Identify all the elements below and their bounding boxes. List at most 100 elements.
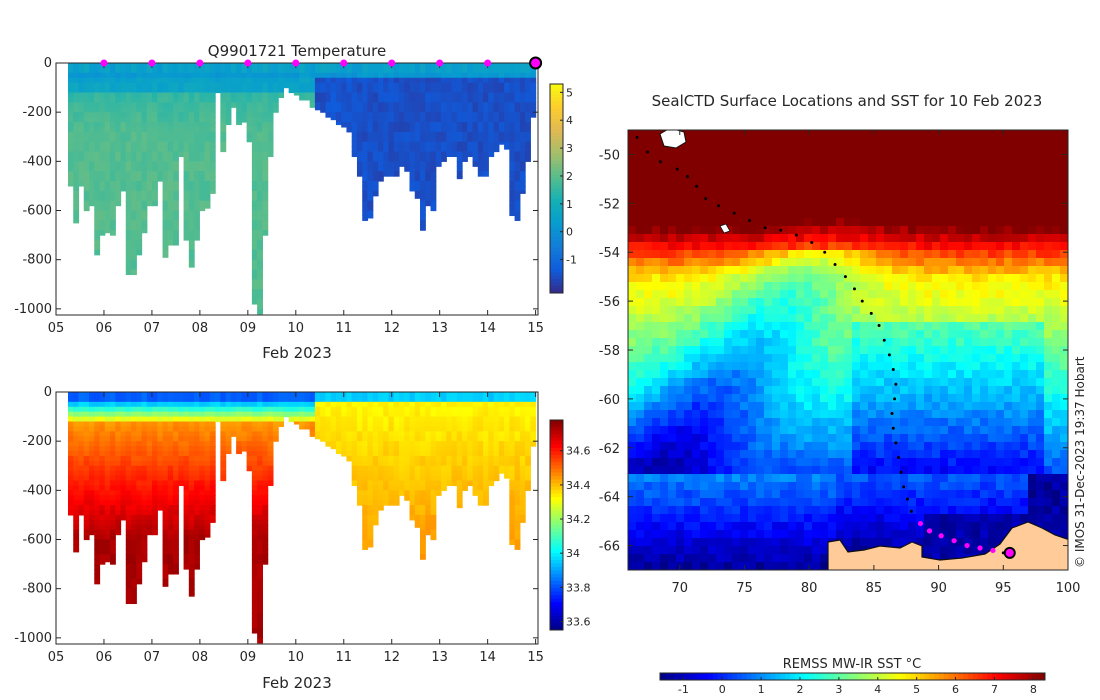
salinity-cell [89,460,95,467]
temperature-cell [525,63,531,69]
temperature-cell [372,102,379,108]
salinity-cell [110,519,116,526]
salinity-cell [67,401,74,408]
temperature-cell [414,77,421,84]
salinity-cell [472,465,479,472]
temperature-cell [220,122,227,128]
temperature-cell [267,97,274,103]
temperature-cell [441,112,447,118]
temperature-cell [178,131,185,138]
salinity-cell [99,539,106,546]
salinity-cell [393,495,400,501]
salinity-cell [372,431,379,437]
temperature-cell [372,72,379,79]
salinity-cell [173,510,179,516]
salinity-cell [99,475,106,482]
temperature-cell [414,171,421,177]
salinity-cell [157,470,164,477]
salinity-cell [194,421,200,428]
salinity-cell [167,436,174,442]
salinity-cell [257,534,263,541]
temperature-cell [409,141,416,148]
salinity-cell [251,446,258,452]
temperature-cell [472,67,479,74]
sst-cell [660,482,669,491]
salinity-cell [104,392,111,398]
temperature-cell [94,230,101,236]
sst-cell [652,538,661,547]
salinity-cell [136,554,143,560]
temperature-cell [167,72,174,79]
temperature-cell [514,185,521,192]
sst-cell [676,410,685,419]
temperature-cell [199,72,206,79]
daily-marker [484,59,492,67]
salinity-cell [309,401,316,408]
salinity-cell [194,406,200,413]
sst-cell [636,426,645,435]
salinity-cell [262,554,269,560]
sst-cell [628,314,637,323]
temperature-cell [362,131,369,138]
salinity-cell [477,441,484,447]
salinity-cell [456,406,463,413]
salinity-cell [257,421,263,428]
salinity-cell [293,416,300,423]
daily-marker [436,59,444,67]
temperature-cell [267,67,274,74]
temperature-cell [204,171,211,177]
salinity-cell [173,426,179,432]
salinity-cell [414,451,421,457]
salinity-cell [530,411,537,418]
salinity-cell [267,465,274,472]
sst-cell [644,290,653,299]
salinity-cell [131,578,137,585]
temperature-cell [409,122,416,128]
sst-cell [668,410,677,419]
salinity-cell [94,416,101,423]
salinity-cell [241,401,248,408]
salinity-cell [162,480,169,487]
sst-cell [628,482,637,491]
temperature-cell [351,146,358,153]
temperature-cell [251,264,258,271]
temperature-cell [167,240,174,246]
temperature-cell [146,176,153,182]
salinity-cell [262,421,269,428]
temperature-cell [504,141,510,148]
temperature-cell [383,87,390,94]
temperature-cell [183,136,190,143]
temperature-cell [104,161,111,167]
temperature-colorbar-segment [550,265,563,270]
temperature-cell [362,156,369,162]
salinity-cell [514,441,521,447]
salinity-cell [525,436,531,442]
salinity-cell [519,406,526,413]
sst-cell [676,522,685,531]
salinity-cell [393,451,400,457]
sst-cell [644,386,653,395]
salinity-cell [246,455,253,462]
sst-cell [652,434,661,443]
sst-cell [636,346,645,355]
sst-cell [644,546,653,555]
temperature-cell [67,166,74,172]
temperature-cell [94,122,101,128]
temperature-cell [141,136,148,143]
salinity-cell [125,485,132,491]
temperature-cell [131,205,137,212]
salinity-cell [483,490,489,496]
salinity-cell [157,451,164,457]
sst-cell [684,546,693,555]
temperature-cell [483,146,489,153]
temperature-cell [251,254,258,261]
salinity-cell [493,475,500,482]
temperature-cell [89,166,95,172]
salinity-cell [83,455,90,462]
salinity-cell [435,446,442,452]
sst-map-panel: SealCTD Surface Locations and SST for 10… [599,92,1087,696]
salinity-cell [230,421,237,428]
temperature-cell [335,67,342,74]
temperature-cell [209,87,216,94]
salinity-cell [188,490,195,496]
